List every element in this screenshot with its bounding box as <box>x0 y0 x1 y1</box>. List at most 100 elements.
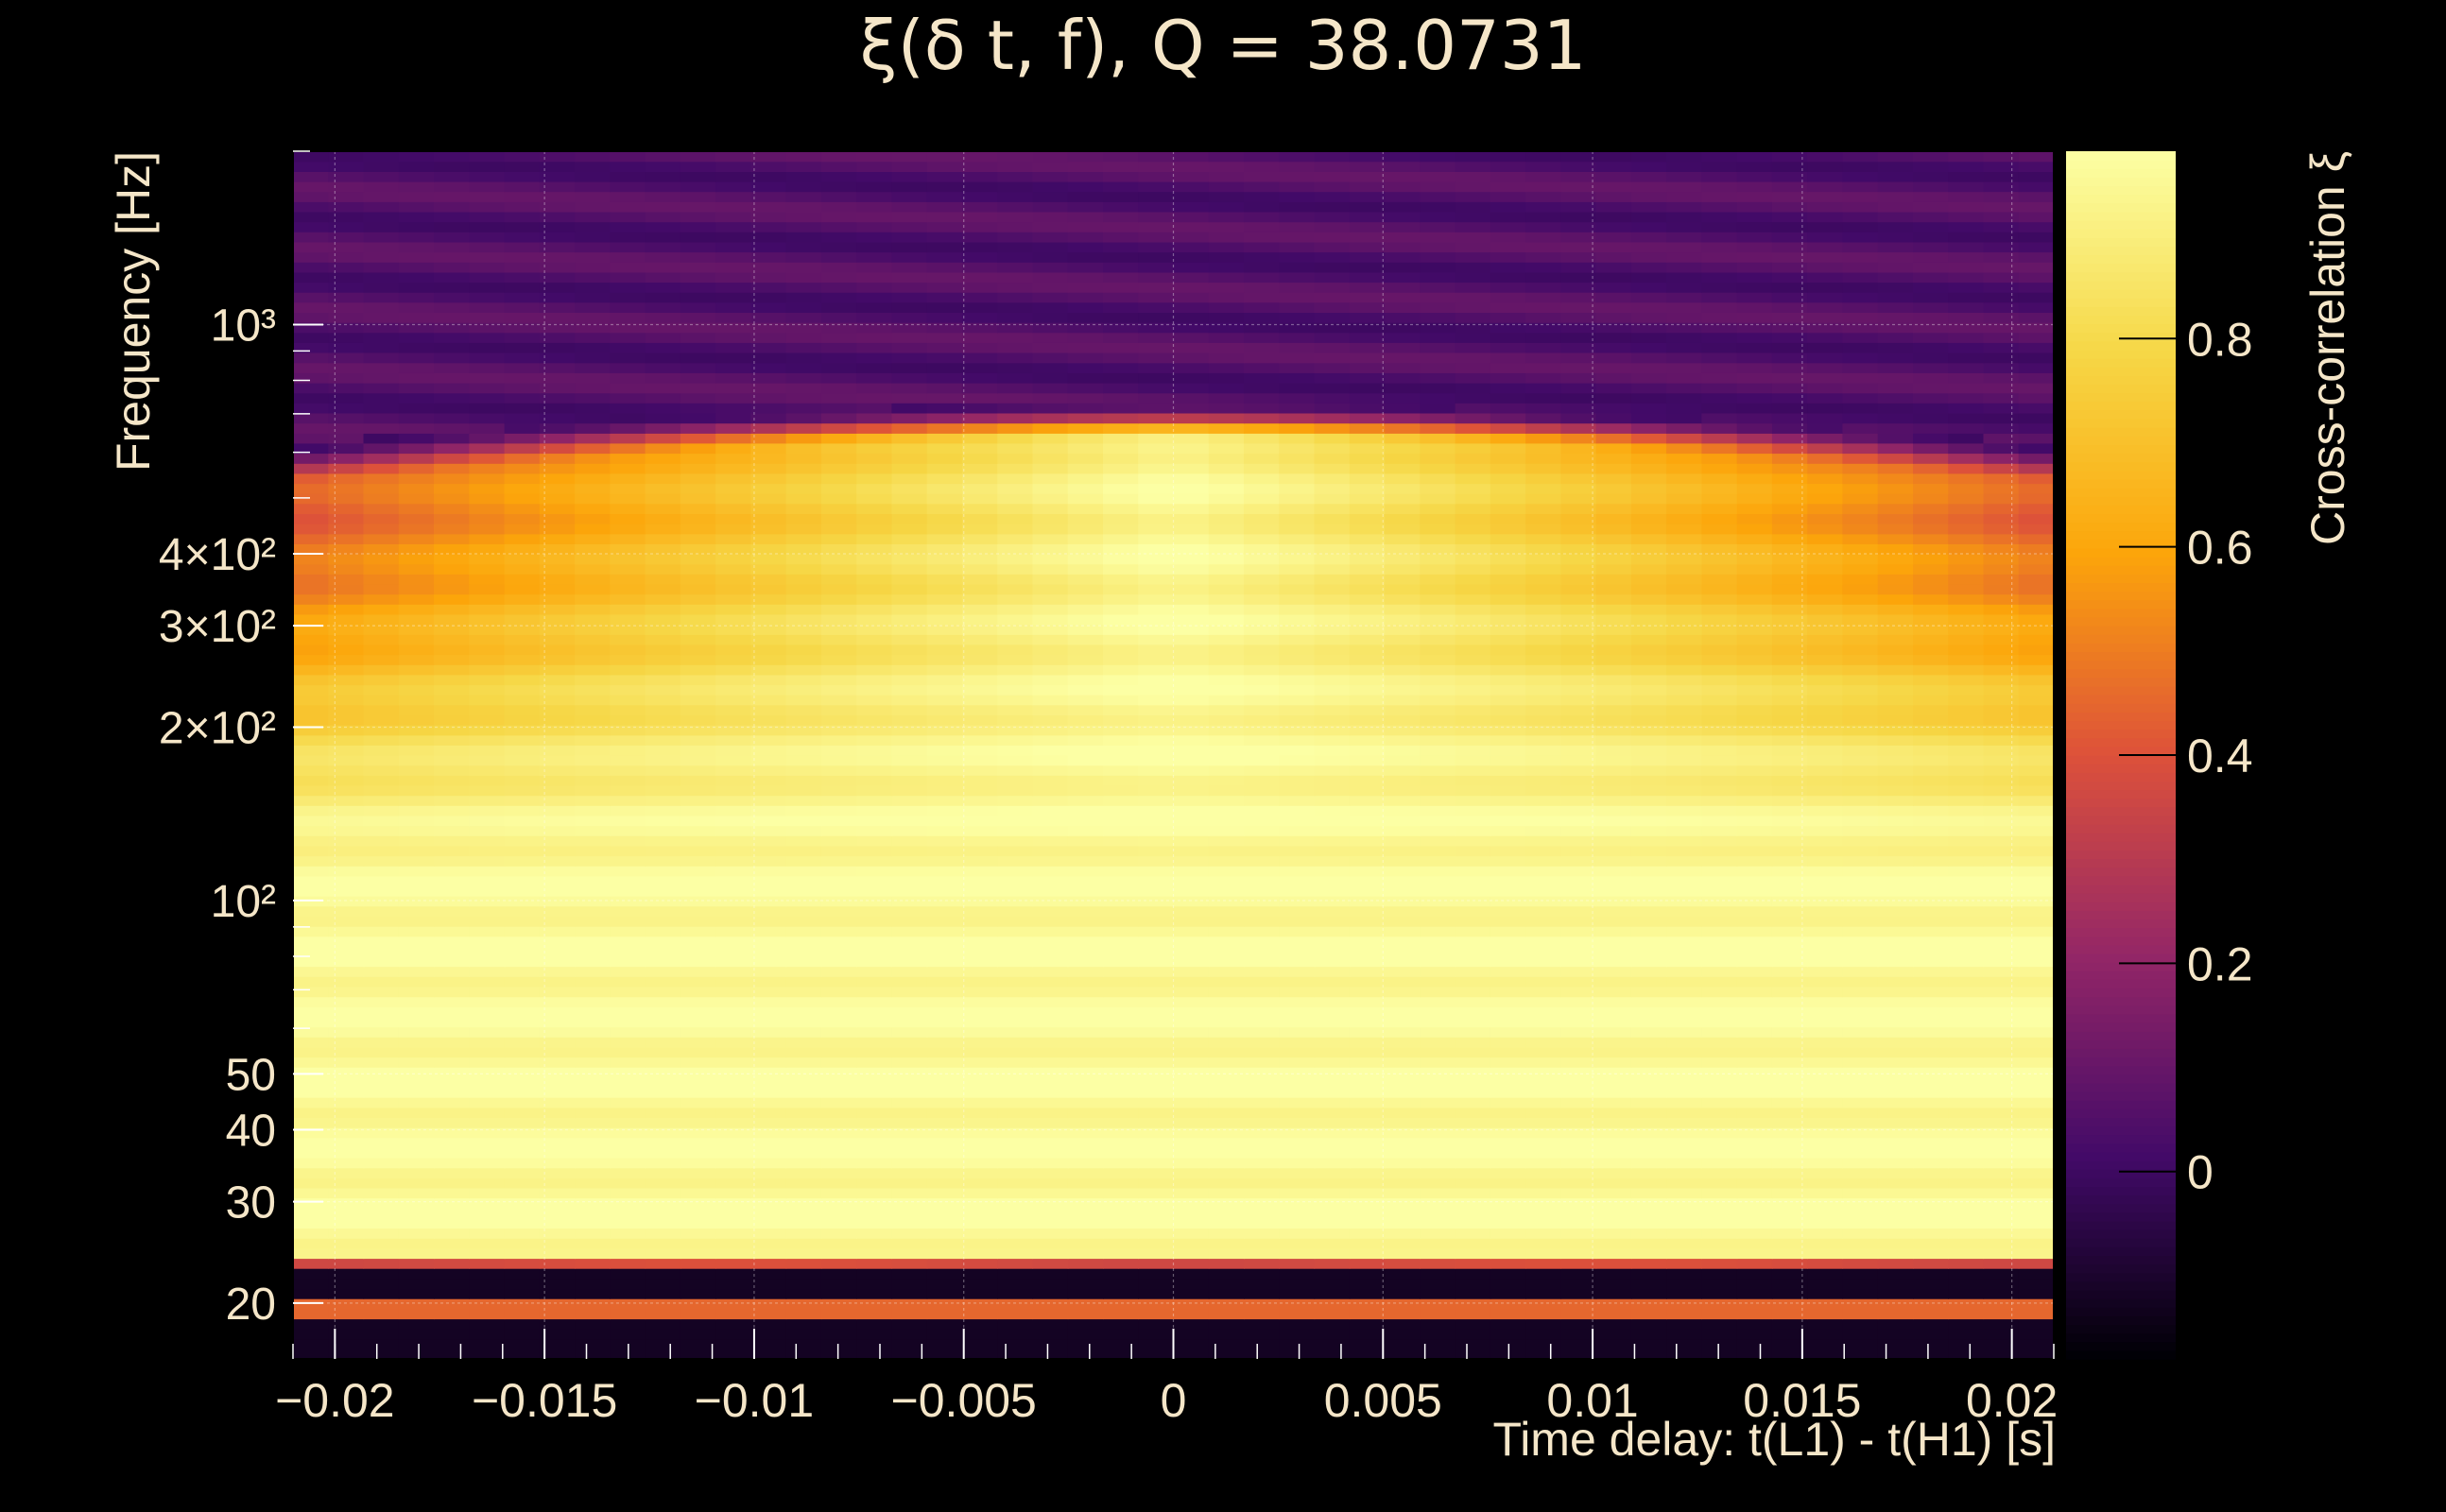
heatmap-cell <box>1913 695 1949 706</box>
heatmap-cell <box>539 1046 576 1058</box>
heatmap-cell <box>1208 1006 1245 1018</box>
heatmap-cell <box>575 463 611 474</box>
heatmap-cell <box>856 1127 893 1139</box>
heatmap-cell <box>1948 383 1985 394</box>
heatmap-cell <box>1279 976 1316 988</box>
heatmap-cell <box>363 714 400 726</box>
heatmap-cell <box>1525 1329 1561 1340</box>
heatmap-cell <box>820 1016 857 1028</box>
heatmap-cell <box>1385 664 1421 676</box>
heatmap-cell <box>1208 513 1245 524</box>
heatmap-cell <box>504 916 541 927</box>
heatmap-cell <box>1138 554 1175 565</box>
heatmap-cell <box>785 855 822 867</box>
heatmap-cell <box>504 775 541 786</box>
heatmap-cell <box>575 412 611 424</box>
heatmap-cell <box>1595 1076 1632 1088</box>
heatmap-cell <box>1138 966 1175 977</box>
heatmap-cell <box>1595 634 1632 645</box>
heatmap-cell <box>1666 463 1702 474</box>
heatmap-cell <box>856 684 893 696</box>
heatmap-cell <box>1314 1187 1351 1199</box>
heatmap-cell <box>1349 412 1386 424</box>
heatmap-cell <box>1032 976 1069 988</box>
heatmap-cell <box>539 1127 576 1139</box>
heatmap-cell <box>1807 574 1844 585</box>
heatmap-cell <box>1630 392 1667 404</box>
heatmap-cell <box>961 1137 998 1148</box>
heatmap-cell <box>1948 695 1985 706</box>
heatmap-cell <box>785 644 822 656</box>
heatmap-cell <box>1173 1087 1210 1098</box>
heatmap-cell <box>328 1046 365 1058</box>
heatmap-cell <box>1208 493 1245 505</box>
heatmap-cell <box>1385 1117 1421 1128</box>
heatmap-cell <box>997 775 1034 786</box>
heatmap-cell <box>926 1076 963 1088</box>
heatmap-cell <box>1595 765 1632 776</box>
heatmap-cell <box>1771 453 1808 464</box>
heatmap-cell <box>1385 765 1421 776</box>
heatmap-cell <box>1771 745 1808 756</box>
heatmap-cell <box>1807 725 1844 736</box>
heatmap-cell <box>1455 1046 1491 1058</box>
heatmap-cell <box>1385 1247 1421 1260</box>
heatmap-cell <box>1983 795 2020 806</box>
heatmap-cell <box>504 493 541 505</box>
heatmap-cell <box>1842 1147 1879 1159</box>
heatmap-cell <box>1560 383 1597 394</box>
heatmap-cell <box>2018 513 2055 524</box>
heatmap-cell <box>504 1197 541 1209</box>
heatmap-cell <box>469 916 506 927</box>
heatmap-cell <box>1314 1087 1351 1098</box>
heatmap-cell <box>363 604 400 615</box>
heatmap-cell <box>1490 784 1526 797</box>
heatmap-cell <box>363 1247 400 1260</box>
heatmap-cell <box>1525 725 1561 736</box>
heatmap-cell <box>997 604 1034 615</box>
heatmap-cell <box>434 634 470 645</box>
heatmap-cell <box>1807 1087 1844 1098</box>
heatmap-cell <box>469 755 506 766</box>
heatmap-cell <box>1455 956 1491 968</box>
heatmap-cell <box>1842 956 1879 968</box>
heatmap-cell <box>820 966 857 977</box>
heatmap-cell <box>1490 554 1526 565</box>
heatmap-cell <box>1138 1308 1175 1320</box>
heatmap-cell <box>680 1067 716 1078</box>
heatmap-cell <box>1103 986 1139 998</box>
heatmap-cell <box>398 1338 435 1349</box>
heatmap-cell <box>293 1308 329 1320</box>
heatmap-cell <box>293 472 329 485</box>
heatmap-cell <box>715 1197 751 1209</box>
heatmap-cell <box>750 634 787 645</box>
heatmap-cell <box>328 1217 365 1229</box>
heatmap-cell <box>1666 805 1702 816</box>
heatmap-cell <box>680 1288 716 1299</box>
heatmap-cell <box>1244 905 1280 917</box>
heatmap-cell <box>2018 654 2055 665</box>
heatmap-cell <box>1455 1127 1491 1139</box>
heatmap-cell <box>1877 956 1914 968</box>
heatmap-cell <box>539 1037 576 1048</box>
heatmap-cell <box>1525 644 1561 656</box>
heatmap-cell <box>1807 604 1844 615</box>
heatmap-cell <box>1138 866 1175 877</box>
heatmap-cell <box>539 1147 576 1159</box>
heatmap-cell <box>1913 362 1949 373</box>
heatmap-cell <box>1983 624 2020 635</box>
heatmap-cell <box>1525 795 1561 806</box>
heatmap-cell <box>328 936 365 947</box>
heatmap-cell <box>1913 885 1949 897</box>
heatmap-cell <box>1314 1288 1351 1299</box>
heatmap-cell <box>398 795 435 806</box>
heatmap-cell <box>1630 1076 1667 1088</box>
heatmap-cell <box>539 896 576 907</box>
heatmap-cell <box>1877 624 1914 635</box>
heatmap-cell <box>785 795 822 806</box>
heatmap-cell <box>785 784 822 797</box>
heatmap-cell <box>328 1137 365 1148</box>
heatmap-cell <box>1595 695 1632 706</box>
heatmap-cell <box>1067 805 1104 816</box>
heatmap-cell <box>680 1217 716 1229</box>
